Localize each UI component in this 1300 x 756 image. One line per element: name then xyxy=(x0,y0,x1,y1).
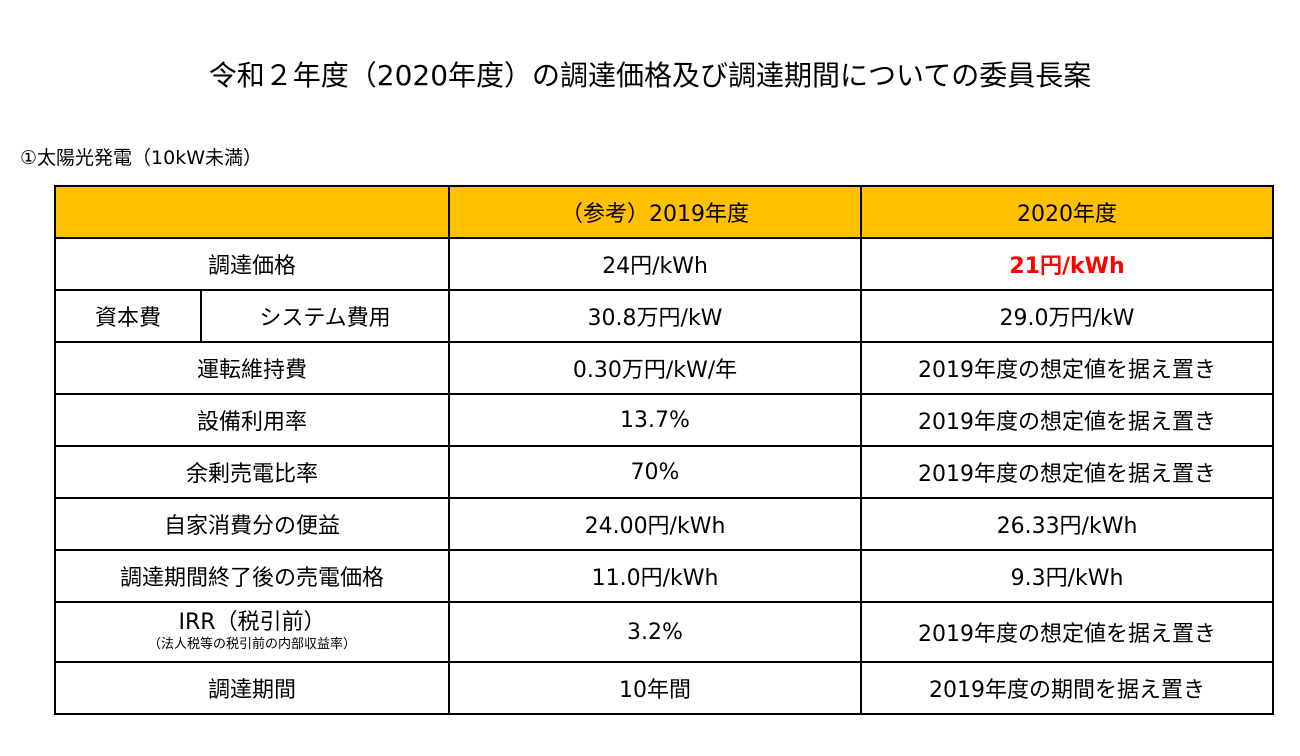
value-2020: 29.0万円/kW xyxy=(860,289,1274,343)
row-label-sub: システム費用 xyxy=(200,289,450,343)
row-label: 自家消費分の便益 xyxy=(54,497,450,551)
value-2019: 70% xyxy=(448,445,862,499)
value-2019: 24円/kWh xyxy=(448,237,862,291)
irr-note: （法人税等の税引前の内部収益率） xyxy=(147,637,356,652)
table-row: 運転維持費 0.30万円/kW/年 2019年度の想定値を据え置き xyxy=(54,341,1274,395)
row-label-irr: IRR（税引前） （法人税等の税引前の内部収益率） xyxy=(54,601,450,663)
row-label-group: 資本費 xyxy=(54,289,202,343)
value-2020-highlight: 21円/kWh xyxy=(860,237,1274,291)
value-2020: 2019年度の想定値を据え置き xyxy=(860,341,1274,395)
table-row: 調達期間終了後の売電価格 11.0円/kWh 9.3円/kWh xyxy=(54,549,1274,603)
value-2020: 9.3円/kWh xyxy=(860,549,1274,603)
page-title: 令和２年度（2020年度）の調達価格及び調達期間についての委員長案 xyxy=(208,59,1092,92)
value-2020: 2019年度の想定値を据え置き xyxy=(860,393,1274,447)
value-2019: 24.00円/kWh xyxy=(448,497,862,551)
header-empty-cell xyxy=(54,185,450,239)
value-2019: 11.0円/kWh xyxy=(448,549,862,603)
row-label: 余剰売電比率 xyxy=(54,445,450,499)
table-row: 設備利用率 13.7% 2019年度の想定値を据え置き xyxy=(54,393,1274,447)
value-2019: 13.7% xyxy=(448,393,862,447)
row-label: 調達価格 xyxy=(54,237,450,291)
value-2019: 30.8万円/kW xyxy=(448,289,862,343)
header-2019: （参考）2019年度 xyxy=(448,185,862,239)
value-2020: 2019年度の想定値を据え置き xyxy=(860,601,1274,663)
row-label: 調達期間終了後の売電価格 xyxy=(54,549,450,603)
table-row: 資本費 システム費用 30.8万円/kW 29.0万円/kW xyxy=(54,289,1274,343)
irr-label: IRR（税引前） xyxy=(178,610,326,635)
value-2019: 0.30万円/kW/年 xyxy=(448,341,862,395)
section-heading: ①太陽光発電（10kW未満） xyxy=(20,147,263,169)
row-label: 調達期間 xyxy=(54,661,450,715)
row-label: 設備利用率 xyxy=(54,393,450,447)
row-label: 運転維持費 xyxy=(54,341,450,395)
value-2020: 26.33円/kWh xyxy=(860,497,1274,551)
table-row: 調達期間 10年間 2019年度の期間を据え置き xyxy=(54,661,1274,715)
value-2019: 10年間 xyxy=(448,661,862,715)
header-2020: 2020年度 xyxy=(860,185,1274,239)
table-row: 自家消費分の便益 24.00円/kWh 26.33円/kWh xyxy=(54,497,1274,551)
value-2019: 3.2% xyxy=(448,601,862,663)
table-row: 調達価格 24円/kWh 21円/kWh xyxy=(54,237,1274,291)
tariff-table: （参考）2019年度 2020年度 調達価格 24円/kWh 21円/kWh 資… xyxy=(54,185,1274,715)
table-header-row: （参考）2019年度 2020年度 xyxy=(54,185,1274,239)
table-row: 余剰売電比率 70% 2019年度の想定値を据え置き xyxy=(54,445,1274,499)
value-2020: 2019年度の期間を据え置き xyxy=(860,661,1274,715)
table-row: IRR（税引前） （法人税等の税引前の内部収益率） 3.2% 2019年度の想定… xyxy=(54,601,1274,663)
value-2020: 2019年度の想定値を据え置き xyxy=(860,445,1274,499)
